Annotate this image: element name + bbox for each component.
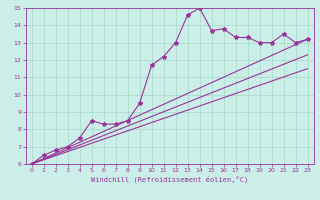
X-axis label: Windchill (Refroidissement éolien,°C): Windchill (Refroidissement éolien,°C)	[91, 176, 248, 183]
